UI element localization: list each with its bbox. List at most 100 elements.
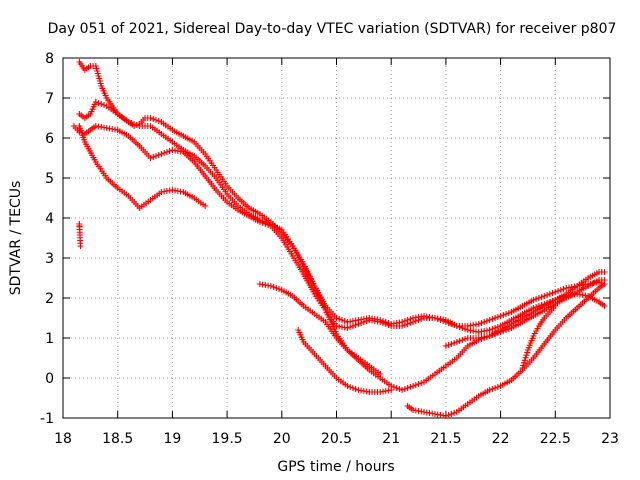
data-point xyxy=(418,380,425,386)
data-point xyxy=(418,316,425,322)
data-point xyxy=(524,349,531,356)
data-point xyxy=(98,101,105,107)
x-tick-label: 22 xyxy=(492,431,510,447)
data-point xyxy=(262,219,269,225)
data-point xyxy=(349,385,356,391)
data-point xyxy=(552,303,559,309)
data-point xyxy=(401,322,408,328)
data-point xyxy=(377,371,384,377)
data-point xyxy=(407,320,414,326)
data-point xyxy=(401,386,408,392)
data-point xyxy=(533,296,540,302)
data-point xyxy=(451,410,458,416)
data-point xyxy=(412,382,419,388)
data-point xyxy=(147,115,154,121)
data-point xyxy=(338,317,345,323)
data-point xyxy=(601,269,608,275)
data-point xyxy=(546,291,553,297)
data-point xyxy=(521,359,528,366)
y-tick-label: 0 xyxy=(45,371,54,387)
data-point xyxy=(347,384,354,390)
data-point xyxy=(535,295,542,301)
data-point xyxy=(412,318,419,324)
x-tick-label: 18 xyxy=(54,431,72,447)
data-point xyxy=(344,325,351,331)
x-tick-label: 19 xyxy=(163,431,181,447)
data-point xyxy=(77,243,84,249)
data-point xyxy=(442,413,449,419)
data-point xyxy=(267,283,274,289)
data-point xyxy=(445,412,452,418)
data-point xyxy=(150,116,157,122)
y-tick-label: 1 xyxy=(45,331,54,347)
x-tick-label: 21.5 xyxy=(430,431,461,447)
data-point xyxy=(522,354,529,361)
data-point xyxy=(520,362,527,369)
data-point xyxy=(456,338,463,344)
data-point xyxy=(601,281,608,287)
data-point xyxy=(492,385,499,391)
data-point xyxy=(352,386,359,392)
data-point xyxy=(358,320,365,326)
data-point xyxy=(410,383,417,389)
data-point xyxy=(344,383,351,389)
data-point xyxy=(125,119,132,125)
data-point xyxy=(133,122,140,128)
data-point xyxy=(459,337,466,343)
data-point xyxy=(155,152,162,158)
data-point xyxy=(404,321,411,327)
data-point xyxy=(544,292,551,298)
data-point xyxy=(407,384,414,390)
chart-title: Day 051 of 2021, Sidereal Day-to-day VTE… xyxy=(48,21,617,37)
data-point xyxy=(481,319,488,325)
data-point xyxy=(601,303,608,309)
data-point xyxy=(519,365,526,371)
data-point xyxy=(442,343,449,349)
x-tick-labels: 18 18.5 19 19.5 20 20.5 21 21.5 22 22.5 23 xyxy=(54,431,619,447)
data-point xyxy=(355,321,362,327)
data-point xyxy=(445,342,452,348)
plot-frame xyxy=(62,57,611,419)
data-point xyxy=(95,100,102,106)
data-point xyxy=(399,387,406,393)
y-tick-labels: -1 0 1 2 3 4 5 6 7 8 xyxy=(40,51,54,427)
data-point xyxy=(415,317,422,323)
data-point xyxy=(486,317,493,323)
data-point xyxy=(478,320,485,326)
grid-lines xyxy=(63,58,610,418)
data-point xyxy=(341,318,348,324)
data-point xyxy=(538,294,545,300)
data-point xyxy=(152,117,159,123)
data-point xyxy=(396,386,403,392)
data-point xyxy=(404,385,411,391)
data-point xyxy=(363,318,370,324)
x-axis-label: GPS time / hours xyxy=(277,459,394,475)
x-tick-label: 23 xyxy=(601,431,619,447)
x-tick-label: 20.5 xyxy=(321,431,352,447)
data-point xyxy=(382,321,389,327)
data-point xyxy=(131,121,138,127)
data-point xyxy=(333,315,340,321)
data-point xyxy=(448,321,455,327)
data-point xyxy=(155,118,162,124)
data-point xyxy=(360,319,367,325)
data-point xyxy=(489,326,496,332)
x-tick-label: 20 xyxy=(273,431,291,447)
y-tick-label: 3 xyxy=(45,251,54,267)
data-points xyxy=(70,59,608,419)
data-point xyxy=(385,322,392,328)
data-point xyxy=(448,411,455,417)
data-point xyxy=(462,336,469,342)
data-point xyxy=(500,312,507,318)
data-point xyxy=(557,287,564,293)
data-point xyxy=(505,310,512,316)
y-tick-label: 5 xyxy=(45,171,54,187)
data-point xyxy=(437,317,444,323)
data-point xyxy=(489,316,496,322)
data-point xyxy=(150,154,157,160)
y-axis-label: SDTVAR / TECUs xyxy=(8,181,24,296)
data-point xyxy=(497,313,504,319)
data-point xyxy=(101,102,108,108)
